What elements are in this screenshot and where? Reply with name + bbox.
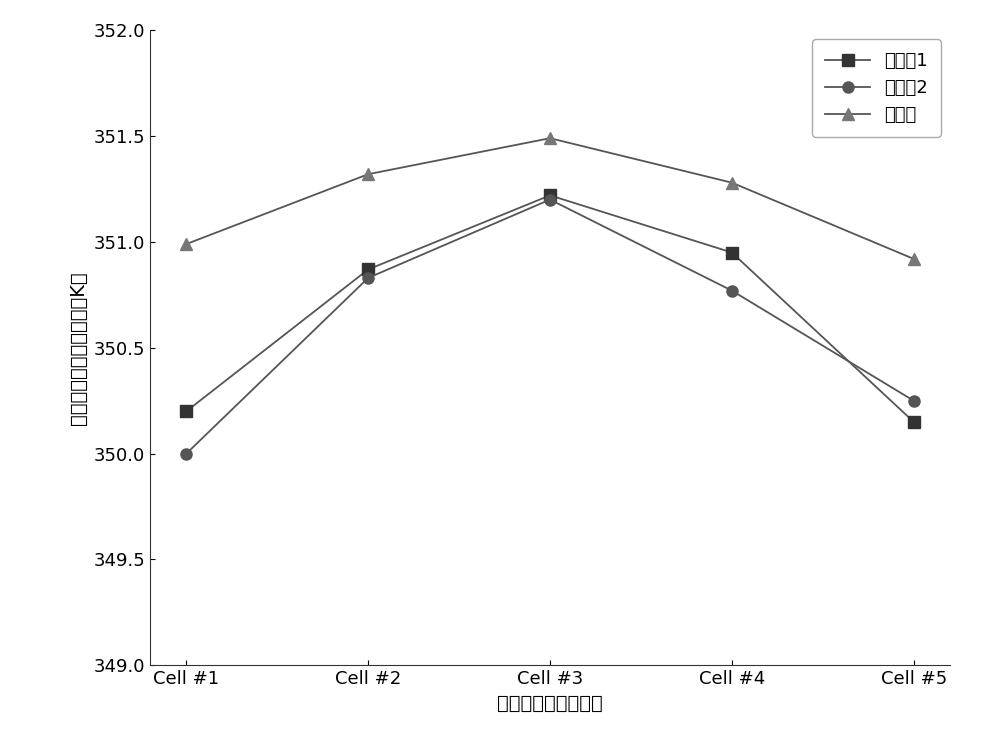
- X-axis label: 电堆内单电池的编号: 电堆内单电池的编号: [497, 694, 603, 713]
- 对比备1: [544, 191, 556, 200]
- Y-axis label: 阴极厅化层的平均温度（K）: 阴极厅化层的平均温度（K）: [69, 271, 88, 425]
- Line: 对比备2: 对比备2: [181, 194, 919, 459]
- 对比备1: [726, 248, 738, 257]
- 实施例: [726, 178, 738, 187]
- 对比备2: [726, 286, 738, 295]
- 实施例: [362, 169, 374, 178]
- 对比备2: [544, 195, 556, 204]
- Legend: 对比备1, 对比备2, 实施例: 对比备1, 对比备2, 实施例: [812, 39, 941, 137]
- 实施例: [908, 254, 920, 263]
- 对比备2: [908, 396, 920, 405]
- 对比备2: [362, 274, 374, 283]
- 实施例: [180, 240, 192, 249]
- Line: 对比备1: 对比备1: [181, 190, 919, 427]
- 对比备1: [180, 407, 192, 416]
- 对比备1: [362, 265, 374, 274]
- 对比备1: [908, 417, 920, 426]
- 对比备2: [180, 449, 192, 458]
- Line: 实施例: 实施例: [181, 132, 919, 265]
- 实施例: [544, 134, 556, 143]
